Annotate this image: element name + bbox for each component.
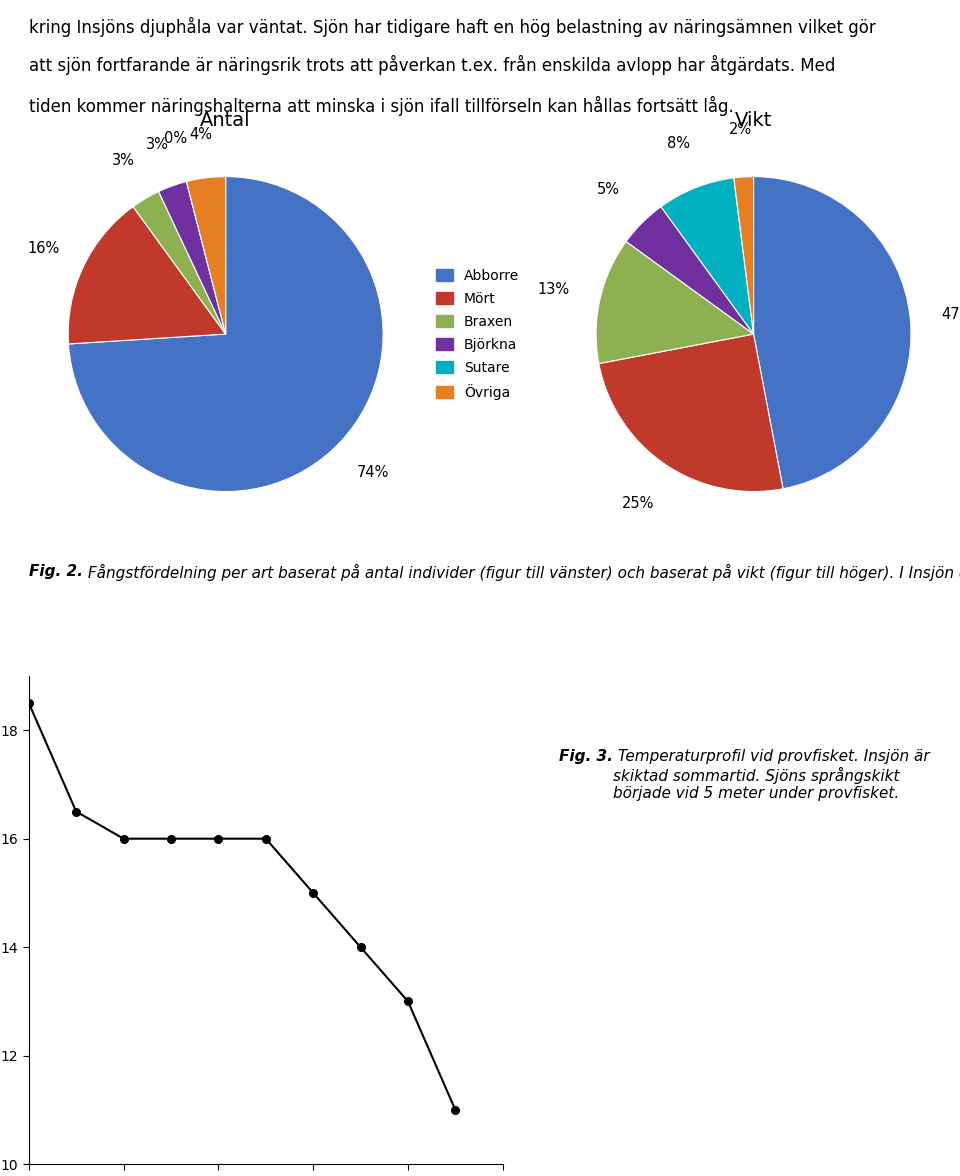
Wedge shape bbox=[68, 207, 226, 343]
Text: Fig. 2.: Fig. 2. bbox=[29, 564, 83, 579]
Text: 2%: 2% bbox=[730, 122, 753, 138]
Text: 3%: 3% bbox=[111, 153, 134, 168]
Text: 25%: 25% bbox=[622, 496, 655, 510]
Text: Fångstfördelning per art baserat på antal individer (figur till vänster) och bas: Fångstfördelning per art baserat på anta… bbox=[83, 564, 960, 581]
Wedge shape bbox=[68, 176, 383, 492]
Wedge shape bbox=[599, 334, 783, 492]
Wedge shape bbox=[626, 207, 754, 334]
Text: 8%: 8% bbox=[666, 136, 689, 152]
Wedge shape bbox=[661, 178, 754, 334]
Text: 47%: 47% bbox=[941, 307, 960, 322]
Wedge shape bbox=[733, 176, 754, 334]
Text: 16%: 16% bbox=[27, 241, 60, 255]
Wedge shape bbox=[754, 176, 911, 489]
Wedge shape bbox=[186, 181, 226, 334]
Wedge shape bbox=[186, 176, 226, 334]
Text: kring Insjöns djuphåla var väntat. Sjön har tidigare haft en hög belastning av n: kring Insjöns djuphåla var väntat. Sjön … bbox=[29, 18, 876, 38]
Text: Temperaturprofil vid provfisket. Insjön är skiktad sommartid. Sjöns språngskikt : Temperaturprofil vid provfisket. Insjön … bbox=[612, 749, 929, 801]
Legend: Abborre, Mört, Braxen, Björkna, Sutare, Övriga: Abborre, Mört, Braxen, Björkna, Sutare, … bbox=[436, 268, 519, 400]
Text: 3%: 3% bbox=[146, 136, 169, 152]
Text: att sjön fortfarande är näringsrik trots att påverkan t.ex. från enskilda avlopp: att sjön fortfarande är näringsrik trots… bbox=[29, 55, 835, 75]
Text: 74%: 74% bbox=[356, 465, 389, 480]
Wedge shape bbox=[133, 192, 226, 334]
Wedge shape bbox=[158, 181, 226, 334]
Text: 13%: 13% bbox=[538, 282, 570, 296]
Title: Vikt: Vikt bbox=[734, 111, 772, 131]
Wedge shape bbox=[596, 241, 754, 363]
Text: tiden kommer näringshalterna att minska i sjön ifall tillförseln kan hållas fort: tiden kommer näringshalterna att minska … bbox=[29, 95, 733, 115]
Text: 0%: 0% bbox=[164, 132, 187, 146]
Text: 5%: 5% bbox=[597, 182, 620, 196]
Text: Fig. 3.: Fig. 3. bbox=[559, 749, 612, 764]
Title: Antal: Antal bbox=[201, 111, 251, 131]
Text: 4%: 4% bbox=[189, 127, 212, 141]
